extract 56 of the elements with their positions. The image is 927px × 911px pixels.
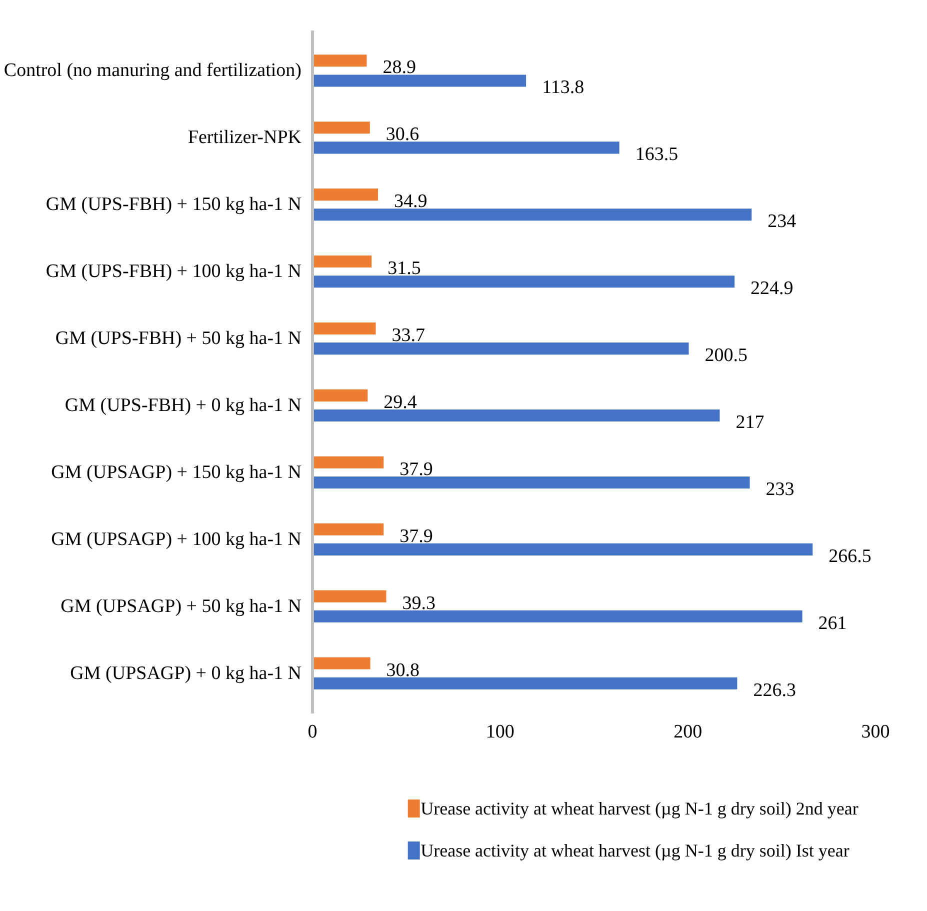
data-label: 163.5 bbox=[635, 144, 678, 166]
y-tick-label: GM (UPS-FBH) + 50 kg ha-1 N bbox=[55, 328, 302, 350]
bar bbox=[312, 476, 750, 489]
y-tick-label: Fertilizer-NPK bbox=[188, 127, 302, 148]
bar bbox=[312, 276, 735, 288]
bar bbox=[312, 342, 689, 355]
x-tick-label: 200 bbox=[674, 722, 702, 742]
bar bbox=[312, 677, 738, 690]
data-label: 113.8 bbox=[542, 77, 584, 98]
bar bbox=[312, 543, 813, 556]
bar bbox=[312, 74, 526, 87]
data-label: 29.4 bbox=[384, 392, 418, 413]
data-label: 217 bbox=[736, 412, 764, 434]
x-tick-label: 100 bbox=[486, 722, 514, 742]
y-tick-label: GM (UPSAGP) + 0 kg ha-1 N bbox=[70, 662, 302, 684]
y-tick-label: GM (UPSAGP) + 150 kg ha-1 N bbox=[51, 462, 302, 483]
data-label: 31.5 bbox=[388, 258, 421, 280]
bar bbox=[312, 122, 370, 134]
bar bbox=[312, 456, 384, 468]
y-tick-label: GM (UPSAGP) + 50 kg ha-1 N bbox=[60, 596, 302, 617]
data-label: 30.8 bbox=[386, 660, 420, 681]
bar bbox=[312, 54, 367, 67]
y-tick-label: GM (UPS-FBH) + 0 kg ha-1 N bbox=[64, 394, 302, 416]
y-tick-label: GM (UPS-FBH) + 150 kg ha-1 N bbox=[46, 194, 302, 216]
data-label: 34.9 bbox=[394, 191, 428, 212]
data-label: 234 bbox=[768, 211, 797, 232]
data-label: 30.6 bbox=[386, 124, 420, 146]
bar bbox=[312, 590, 386, 602]
data-label: 266.5 bbox=[828, 546, 872, 567]
bar bbox=[312, 208, 752, 221]
bar bbox=[312, 142, 620, 154]
data-label: 200.5 bbox=[704, 345, 748, 366]
bar bbox=[312, 389, 368, 402]
data-label: 33.7 bbox=[392, 324, 425, 346]
bar bbox=[312, 410, 720, 422]
data-label: 39.3 bbox=[402, 592, 436, 614]
bar bbox=[312, 255, 372, 268]
y-tick-label: GM (UPS-FBH) + 100 kg ha-1 N bbox=[46, 261, 302, 282]
x-tick-label: 0 bbox=[308, 722, 318, 742]
data-label: 37.9 bbox=[400, 458, 433, 480]
bar bbox=[312, 188, 378, 201]
x-tick-label: 300 bbox=[861, 722, 890, 742]
data-label: 226.3 bbox=[753, 680, 796, 701]
data-label: 37.9 bbox=[400, 526, 433, 547]
legend-label: Urease activity at wheat harvest (µg N-1 g dry soil) Ist year bbox=[420, 840, 850, 860]
y-tick-label: Control (no manuring and fertilization) bbox=[4, 60, 302, 82]
bar bbox=[312, 657, 370, 670]
legend-label: Urease activity at wheat harvest (µg N-1 g dry soil) 2nd year bbox=[420, 798, 858, 818]
data-label: 28.9 bbox=[382, 57, 416, 78]
data-label: 233 bbox=[766, 478, 794, 500]
bar bbox=[312, 322, 376, 334]
bar bbox=[312, 610, 802, 622]
data-label: 261 bbox=[818, 612, 847, 634]
bar bbox=[312, 523, 384, 536]
data-label: 224.9 bbox=[750, 278, 794, 300]
y-tick-label: GM (UPSAGP) + 100 kg ha-1 N bbox=[51, 528, 302, 550]
